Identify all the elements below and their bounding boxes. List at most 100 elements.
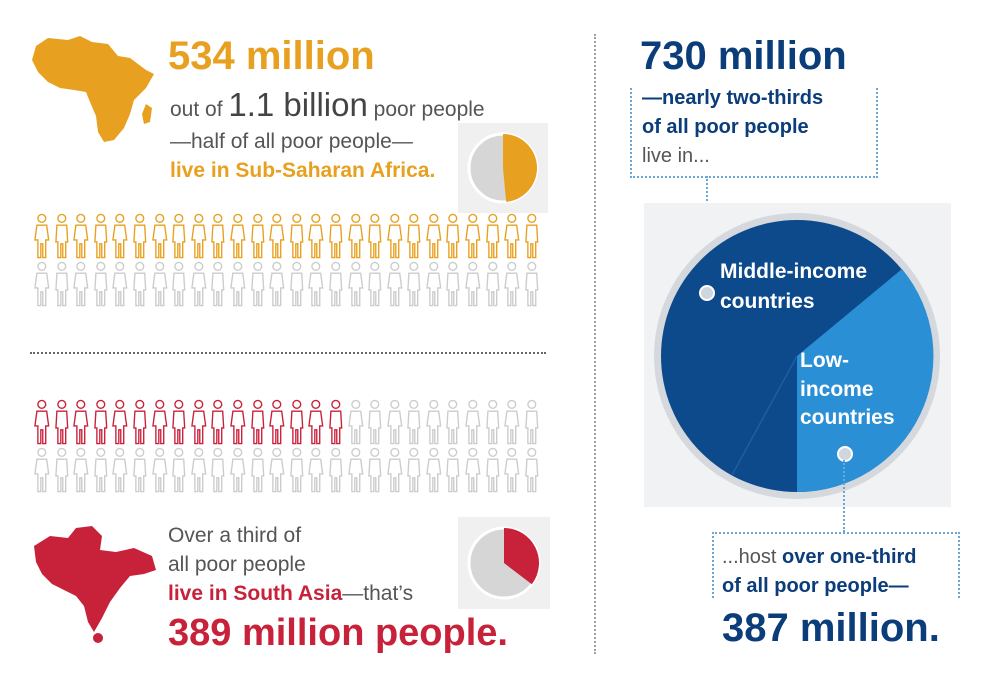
person-icon (329, 399, 343, 445)
person-icon (54, 447, 68, 493)
person-icon (54, 399, 68, 445)
person-icon (133, 261, 147, 307)
person-icon (211, 213, 225, 259)
person-icon (34, 399, 50, 445)
asia-people-row-2 (32, 446, 541, 494)
person-icon (347, 213, 363, 259)
person-icon (368, 213, 382, 259)
person-icon (289, 447, 304, 493)
person-icon (446, 447, 460, 493)
person-icon (112, 447, 128, 493)
person-icon (368, 399, 382, 445)
asia-line2: all poor people (168, 553, 306, 576)
income-intro2: of all poor people (642, 116, 809, 138)
income-outro1-text: ...host (722, 546, 777, 568)
person-icon (230, 261, 246, 307)
person-icon (485, 213, 500, 259)
pie-inner-line (731, 355, 798, 476)
person-icon (269, 399, 285, 445)
person-icon (34, 261, 50, 307)
person-icon (386, 213, 403, 259)
person-icon (504, 399, 520, 445)
person-icon (504, 261, 520, 307)
person-icon (172, 399, 186, 445)
south-asia-map-icon (34, 526, 156, 643)
person-icon (190, 261, 207, 307)
person-icon (289, 261, 304, 307)
person-icon (407, 261, 421, 307)
outro-bracket (712, 532, 960, 598)
asia-share-slice (504, 528, 539, 585)
person-icon (250, 261, 264, 307)
person-icon (112, 399, 128, 445)
person-icon (230, 213, 246, 259)
person-icon (250, 213, 264, 259)
africa-line1: out of 1.1 billion poor people (170, 86, 485, 124)
africa-headline: 534 million (168, 34, 375, 78)
income-pie-box (644, 203, 951, 507)
person-icon (133, 213, 147, 259)
person-icon (133, 447, 147, 493)
person-icon (172, 213, 186, 259)
middle-income-label1: Middle-income (720, 260, 868, 283)
person-icon (426, 261, 442, 307)
asia-share-pie (467, 526, 541, 600)
person-icon (446, 399, 460, 445)
person-icon (426, 213, 442, 259)
person-icon (525, 261, 539, 307)
income-pie (654, 213, 940, 499)
person-icon (308, 261, 324, 307)
person-icon (504, 447, 520, 493)
person-icon (504, 213, 520, 259)
person-icon (250, 399, 264, 445)
low-income-label2: income (800, 378, 874, 401)
person-icon (250, 447, 264, 493)
person-icon (230, 399, 246, 445)
person-icon (34, 447, 50, 493)
low-income-label1: Low- (800, 349, 849, 372)
income-intro1: —nearly two-thirds (642, 87, 824, 109)
person-icon (230, 447, 246, 493)
person-icon (172, 261, 186, 307)
person-icon (407, 399, 421, 445)
person-icon (93, 261, 108, 307)
africa-line1-big: 1.1 billion (228, 86, 368, 123)
person-icon (190, 399, 207, 445)
person-icon (386, 261, 403, 307)
africa-share-pie (467, 132, 539, 204)
person-icon (269, 447, 285, 493)
person-icon (73, 447, 89, 493)
person-icon (525, 447, 539, 493)
person-icon (289, 213, 304, 259)
person-icon (308, 447, 324, 493)
africa-line1-suffix: poor people (373, 98, 485, 121)
person-icon (211, 261, 225, 307)
africa-pie-box (458, 123, 548, 213)
outro-connector (843, 460, 845, 532)
person-icon (485, 399, 500, 445)
person-icon (133, 399, 147, 445)
person-icon (386, 399, 403, 445)
asia-line3-highlight: live in South Asia (168, 582, 343, 605)
intro-bracket (630, 88, 878, 178)
africa-share-slice (503, 134, 537, 202)
person-icon (465, 447, 481, 493)
person-icon (54, 213, 68, 259)
person-icon (368, 447, 382, 493)
person-icon (211, 399, 225, 445)
person-icon (190, 447, 207, 493)
person-icon (485, 447, 500, 493)
person-icon (73, 213, 89, 259)
person-icon (465, 213, 481, 259)
low-income-dot (837, 446, 853, 462)
income-headline: 730 million (640, 34, 847, 78)
income-outro-headline: 387 million. (722, 606, 940, 650)
middle-income-dot (699, 285, 715, 301)
person-icon (465, 399, 481, 445)
person-icon (368, 261, 382, 307)
africa-people-row-orange (32, 212, 541, 260)
africa-line2: —half of all poor people— (170, 130, 413, 153)
africa-line1-prefix: out of (170, 98, 223, 121)
person-icon (112, 261, 128, 307)
person-icon (269, 261, 285, 307)
